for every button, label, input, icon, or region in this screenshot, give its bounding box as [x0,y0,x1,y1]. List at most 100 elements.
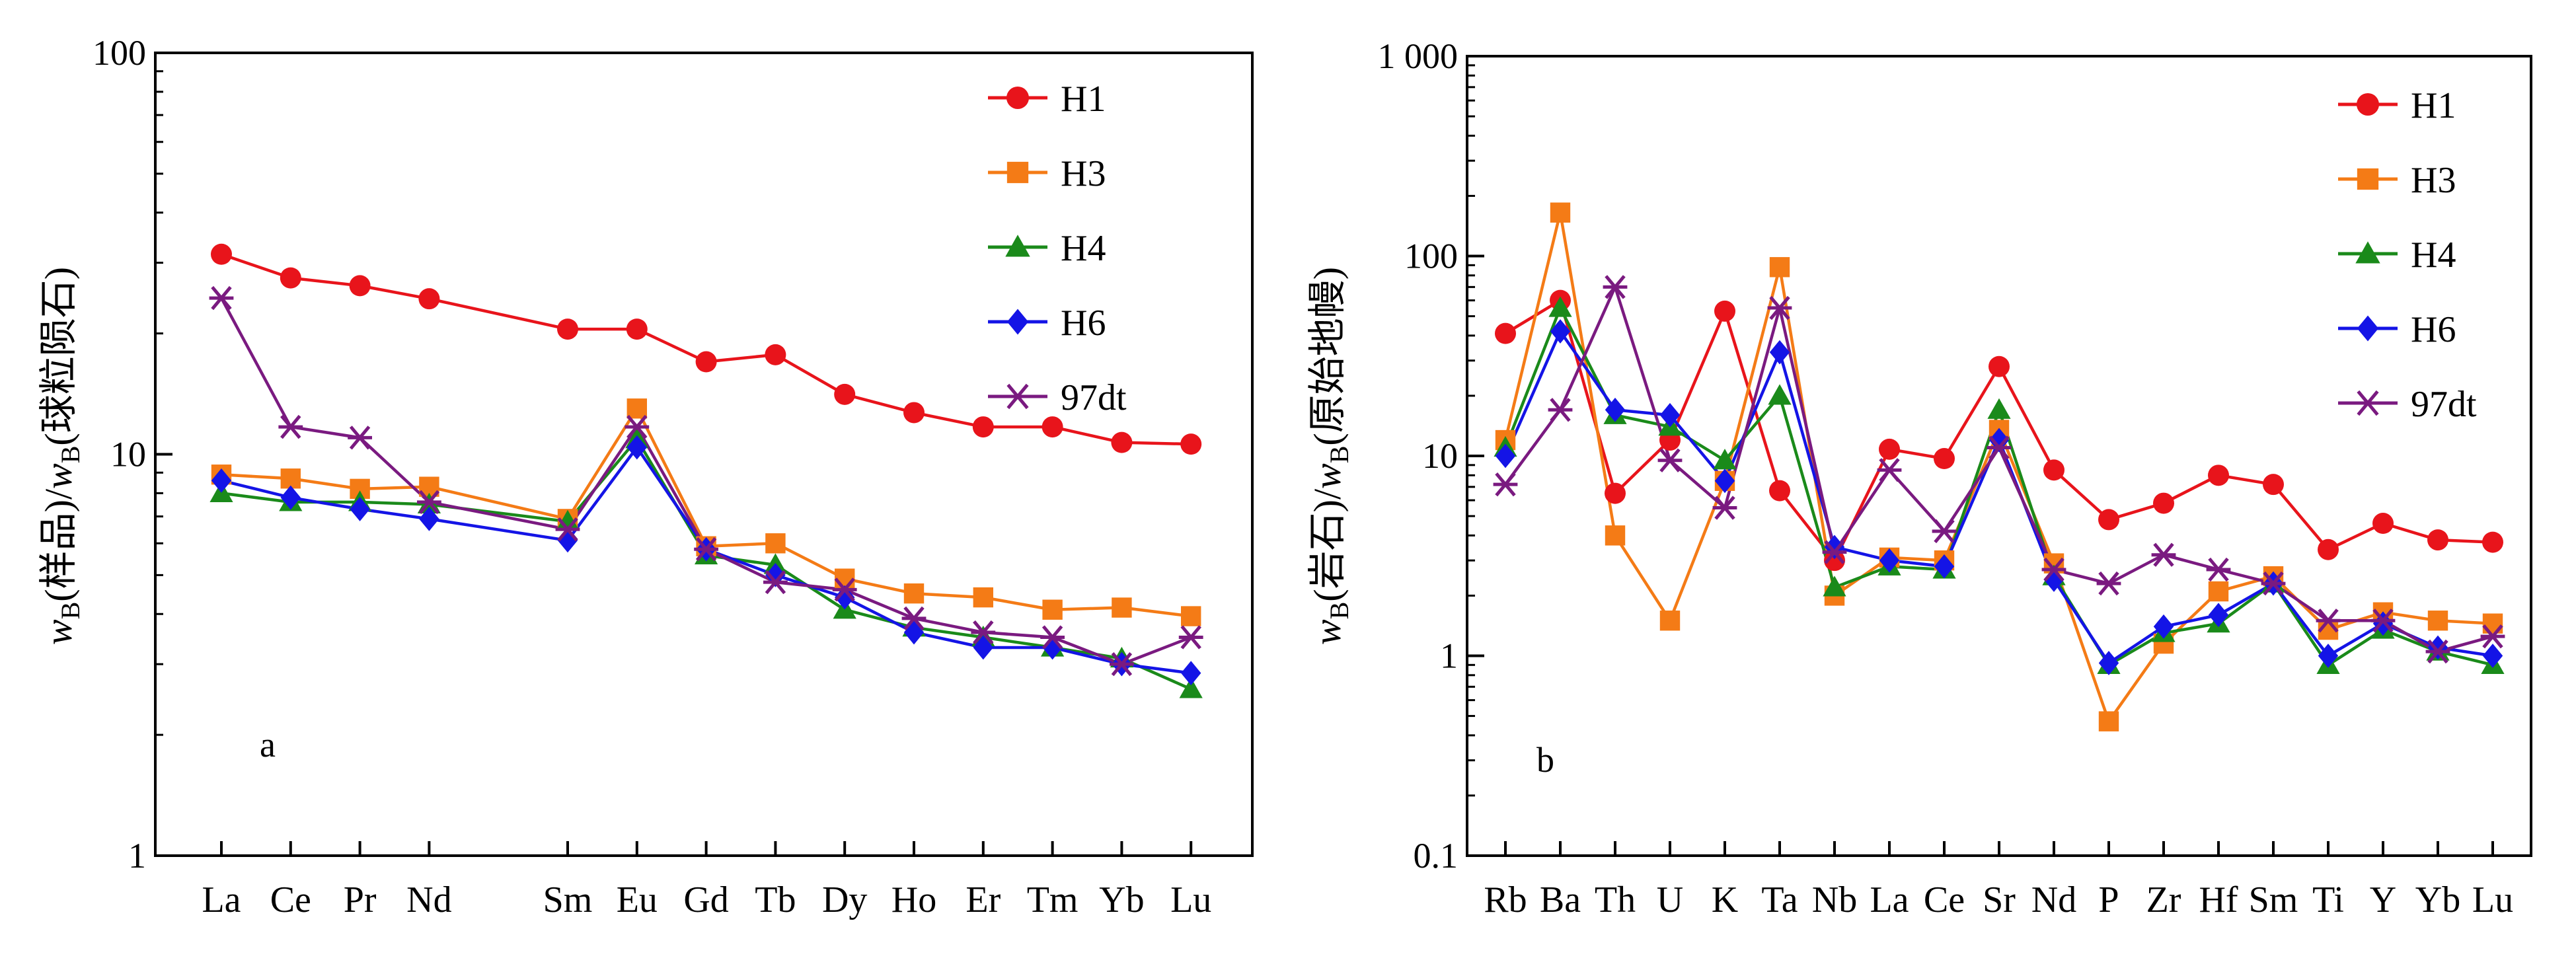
data-point-H6 [2372,611,2394,636]
x-tick-label: Y [2370,879,2396,920]
series-line-H4 [221,437,1192,690]
legend-item-H3: H3 [988,153,1106,194]
series-markers-a [209,243,1203,698]
data-point-H6 [1824,535,1845,560]
data-point-H1 [695,351,717,373]
data-point-H6 [973,635,993,660]
data-point-H6 [2427,635,2448,660]
data-point-H1 [1824,550,1845,572]
legend-marker-H4 [2355,241,2380,264]
data-point-H1 [2153,492,2174,514]
y-ticks-a: 1 10 100 [93,33,172,875]
x-tick-label: Pr [344,879,377,920]
legend-marker-H6 [1006,309,1029,335]
data-point-H3 [1769,257,1790,278]
data-point-H1 [2482,531,2503,553]
chart-panel-b: 0.1 1 10 100 1 000 Rb Ba Th U K Ta Nb La Ce Sr Nd P Zr Hf… [1306,36,2532,920]
data-point-H6 [1769,340,1790,365]
data-point-97dt [209,285,234,311]
panel-label-b: b [1536,740,1554,780]
x-tick-label: Hf [2199,879,2238,920]
data-point-H3 [2482,613,2503,634]
legend-label: H4 [1061,228,1106,269]
data-point-97dt [1493,472,1518,497]
x-tick-label: Yb [1099,879,1144,920]
data-point-H6 [1879,548,1900,573]
legend-marker-H1 [1006,87,1029,109]
data-point-97dt [1767,295,1792,320]
data-point-H1 [1989,355,2010,377]
x-tick-label: Ta [1761,879,1798,920]
data-point-97dt [417,490,441,515]
data-point-H6 [211,468,232,493]
data-point-97dt [694,537,718,562]
legend-label: 97dt [2411,384,2477,425]
data-point-H1 [1180,433,1202,455]
data-point-H3 [1181,606,1201,626]
data-point-H3 [973,587,993,608]
data-point-97dt [2370,609,2396,633]
x-ticks-a: La Ce Pr Nd Sm Eu Gd Tb Dy Ho Er Tm Yb Lu [202,841,1211,920]
data-point-H1 [2263,474,2284,496]
legend-label: H6 [2411,309,2456,350]
data-point-H3 [2427,611,2448,631]
data-point-H6 [626,435,647,460]
data-point-H6 [835,585,855,610]
x-tick-label: Zr [2146,879,2181,920]
data-point-H3 [765,533,786,554]
x-ticks-b: Rb Ba Th U K Ta Nb La Ce Sr Nd P Zr Hf Sm Ti Y Yb Lu [1484,841,2513,920]
y-tick-label: 1 [128,836,146,875]
data-point-H6 [1550,319,1571,344]
data-point-97dt [901,606,927,631]
series-lines-b [1503,211,2493,723]
data-point-H6 [2208,603,2229,628]
data-point-H3 [1112,597,1132,618]
data-point-H4 [1987,398,2011,419]
data-point-97dt [832,577,857,602]
data-point-H6 [1934,554,1955,579]
x-tick-label: Lu [2472,879,2513,920]
data-point-97dt [2316,609,2341,633]
data-point-H6 [280,485,301,510]
series-markers-b [1493,202,2505,731]
x-tick-label: Gd [683,879,728,920]
data-point-H1 [418,288,440,310]
data-point-H1 [557,318,578,340]
data-point-H1 [280,267,301,289]
legend-marker-H3 [1006,161,1029,184]
data-point-H1 [765,344,786,365]
data-point-97dt [2261,571,2286,596]
data-point-H3 [2098,711,2119,731]
x-tick-label: La [1870,879,1909,920]
legend-label: H6 [1061,303,1106,344]
data-point-H6 [903,620,925,645]
x-tick-label: P [2098,879,2119,920]
y-tick-label: 100 [1404,237,1458,276]
legend-item-H1: H1 [988,79,1106,120]
y-tick-label: 1 [1440,636,1458,676]
x-tick-label: Ce [270,879,311,920]
data-point-H3 [1659,611,1681,631]
data-point-H6 [2318,644,2339,668]
legend-label: H1 [1061,79,1106,120]
x-tick-label: Tm [1027,879,1079,920]
x-tick-label: Ti [2312,879,2344,920]
data-point-H1 [349,275,371,297]
legend-item-H3: H3 [2338,160,2456,201]
y-tick-label: 1 000 [1378,36,1458,76]
x-tick-label: Yb [2415,879,2460,920]
legend-marker-H6 [2357,315,2379,342]
legend-label: H3 [2411,160,2456,201]
data-point-H6 [2153,614,2174,639]
x-tick-label: Nb [1812,879,1857,920]
series-line-H6 [1503,330,2493,665]
x-tick-label: Dy [822,879,867,920]
panel-label-a: a [260,725,276,764]
legend-a: H1 H3 H4 H6 97dt [988,79,1127,418]
legend-marker-H1 [2357,93,2379,116]
y-ticks-b: 0.1 1 10 100 1 000 [1378,36,1484,875]
data-point-H6 [1495,443,1516,468]
data-point-97dt [2096,571,2121,596]
data-point-97dt [1657,448,1683,472]
series-line-H3 [221,407,1192,618]
